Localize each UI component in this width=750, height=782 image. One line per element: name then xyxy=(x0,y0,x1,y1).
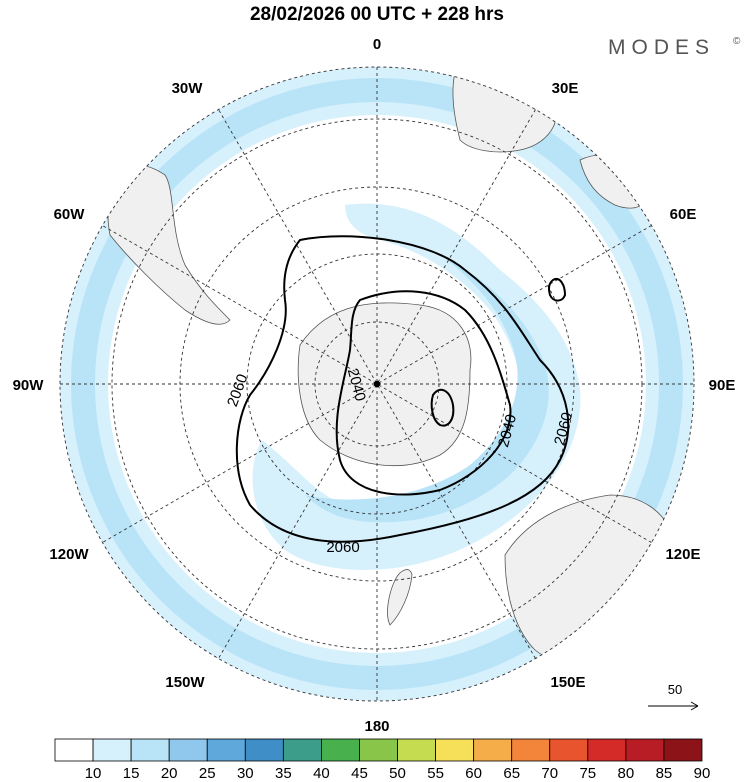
lon-label-180: 180 xyxy=(364,718,389,735)
colorbar-tick-label: 30 xyxy=(237,765,254,782)
contour-label-2060-south: 2060 xyxy=(326,539,359,556)
colorbar-box xyxy=(130,738,170,762)
lon-label-150w: 150W xyxy=(165,674,205,691)
wind-jet-core xyxy=(305,255,549,523)
colorbar-box xyxy=(663,738,703,762)
reference-vector-arrowhead xyxy=(690,701,699,711)
meridian-150 xyxy=(218,109,536,659)
new-zealand-landmass xyxy=(387,569,413,626)
lon-label-120w: 120W xyxy=(49,546,89,563)
colorbar-tick-label: 10 xyxy=(85,765,102,782)
colorbar-box xyxy=(473,738,513,762)
colorbar-tick-label: 80 xyxy=(618,765,635,782)
colorbar-box xyxy=(321,738,360,762)
colorbar-box xyxy=(587,738,627,762)
colorbar-labels: 10 15 20 25 30 35 40 45 50 55 60 65 70 75 80 85 90 xyxy=(85,765,711,782)
meridian-120 xyxy=(102,225,652,543)
colorbar: 10 15 20 25 30 35 40 45 50 55 60 65 70 75 80 85 90 xyxy=(54,738,711,782)
colorbar-box xyxy=(92,738,132,762)
colorbar-tick-label: 25 xyxy=(199,765,216,782)
colorbar-box xyxy=(54,738,94,762)
graticule xyxy=(59,66,695,702)
colorbar-box xyxy=(549,738,589,762)
meridian-30 xyxy=(218,109,536,659)
colorbar-box xyxy=(511,738,551,762)
contour-2060 xyxy=(235,235,570,543)
colorbar-tick-label: 60 xyxy=(465,765,482,782)
lon-label-60e: 60E xyxy=(670,206,697,223)
colorbar-box xyxy=(206,738,246,762)
lon-label-150e: 150E xyxy=(550,674,585,691)
south-pole-marker xyxy=(373,380,381,388)
colorbar-box xyxy=(625,738,665,762)
colorbar-tick-label: 70 xyxy=(541,765,558,782)
brand-mark: © xyxy=(733,36,741,47)
lon-label-90e: 90E xyxy=(709,377,736,394)
colorbar-box xyxy=(168,738,208,762)
colorbar-box xyxy=(435,738,475,762)
colorbar-box xyxy=(397,738,436,762)
reference-vector-label: 50 xyxy=(668,682,682,697)
colorbar-tick-label: 50 xyxy=(389,765,406,782)
lon-label-90w: 90W xyxy=(13,377,45,394)
contour-closed-small xyxy=(548,278,567,302)
colorbar-tick-label: 20 xyxy=(161,765,178,782)
contour-closed-low xyxy=(430,388,455,427)
meridian-60 xyxy=(102,225,652,543)
colorbar-tick-label: 75 xyxy=(579,765,596,782)
lon-label-30w: 30W xyxy=(172,80,204,97)
colorbar-tick-label: 85 xyxy=(656,765,673,782)
colorbar-box xyxy=(244,738,284,762)
longitude-labels: 0 30E 60E 90E 120E 150E 180 150W 120W 90… xyxy=(13,36,736,735)
colorbar-tick-label: 15 xyxy=(123,765,140,782)
colorbar-tick-label: 65 xyxy=(503,765,520,782)
south-america-landmass xyxy=(107,165,231,325)
colorbar-tick-label: 90 xyxy=(694,765,711,782)
globe-outline xyxy=(59,66,695,702)
colorbar-tick-label: 40 xyxy=(313,765,330,782)
colorbar-tick-label: 55 xyxy=(427,765,444,782)
lon-label-0: 0 xyxy=(373,36,381,53)
reference-vector: 50 xyxy=(648,682,699,711)
colorbar-boxes xyxy=(54,738,703,762)
lon-label-60w: 60W xyxy=(54,206,86,223)
colorbar-box xyxy=(282,738,322,762)
colorbar-tick-label: 35 xyxy=(275,765,292,782)
lon-label-30e: 30E xyxy=(552,80,579,97)
colorbar-tick-label: 45 xyxy=(351,765,368,782)
contour-2040 xyxy=(335,290,512,496)
brand-logo: MODES © xyxy=(608,36,741,59)
forecast-title: 28/02/2026 00 UTC + 228 hrs xyxy=(250,4,504,25)
colorbar-box xyxy=(359,738,398,762)
brand-text: MODES xyxy=(608,36,715,59)
lon-label-120e: 120E xyxy=(665,546,700,563)
